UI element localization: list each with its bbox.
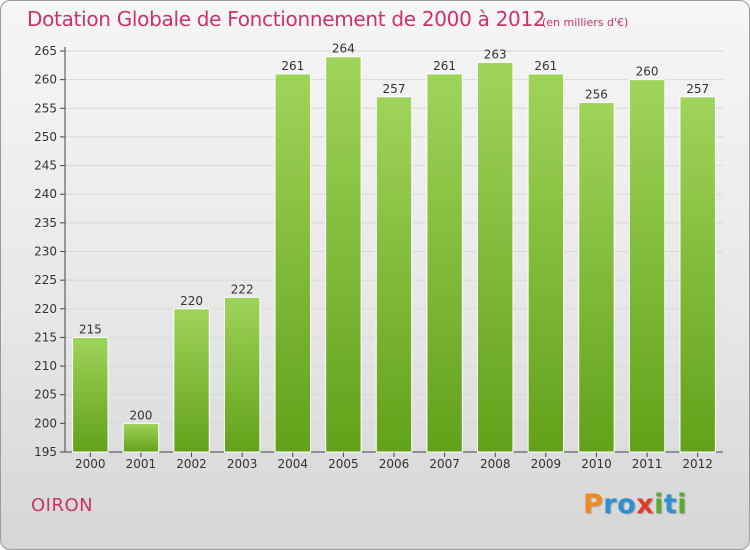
x-tick-label: 2009	[531, 457, 562, 471]
bar	[122, 422, 160, 453]
bar	[578, 102, 615, 453]
logo-letter: i	[654, 489, 664, 520]
y-tick-label: 255	[34, 101, 57, 115]
y-tick-label: 205	[34, 388, 57, 402]
axes: 195 200 205 210 215 220 225 230 235 240 245 250 255 2…	[34, 44, 723, 471]
x-tick-label: 2006	[379, 457, 410, 471]
x-tick-label: 2008	[480, 457, 511, 471]
data-label: 220	[180, 294, 203, 308]
x-tick-label: 2010	[581, 457, 612, 471]
y-tick-label: 250	[34, 130, 57, 144]
y-tick-label: 235	[34, 216, 57, 230]
bars	[72, 56, 716, 453]
bar	[375, 96, 413, 453]
y-tick-label: 245	[34, 159, 57, 173]
data-label: 200	[129, 408, 152, 422]
data-label: 261	[433, 59, 456, 73]
data-label: 261	[534, 59, 557, 73]
y-tick-label: 260	[34, 73, 57, 87]
commune-name: OIRON	[31, 495, 94, 516]
logo-letter: x	[636, 489, 655, 520]
logo-letter: i	[677, 489, 688, 520]
x-tick-label: 2002	[176, 457, 207, 471]
data-label: 257	[383, 82, 406, 96]
data-label: 222	[231, 282, 254, 296]
bar	[679, 96, 716, 453]
x-tick-label: 2003	[227, 457, 258, 471]
x-tick-label: 2004	[277, 457, 308, 471]
y-tick-label: 220	[34, 302, 57, 316]
logo-letter: t	[663, 489, 678, 520]
y-tick-label: 215	[34, 330, 57, 344]
x-tick-label: 2012	[682, 457, 713, 471]
y-tick-label: 230	[34, 245, 57, 259]
proxiti-logo: Proxiti	[583, 489, 687, 520]
bar	[477, 61, 514, 453]
bar	[628, 79, 666, 453]
data-label: 215	[79, 322, 102, 336]
y-tick-label: 195	[34, 445, 57, 459]
bar	[72, 336, 109, 453]
logo-letter: o	[617, 489, 637, 520]
bar	[274, 73, 311, 453]
data-label: 261	[281, 59, 304, 73]
y-tick-label: 200	[34, 416, 57, 430]
data-label: 264	[332, 42, 355, 56]
logo-letter: P	[583, 489, 604, 520]
x-tick-label: 2000	[75, 457, 106, 471]
logo-letter: r	[603, 489, 618, 520]
x-tick-label: 2007	[429, 457, 460, 471]
y-tick-label: 265	[34, 44, 57, 58]
x-tick-label: 2011	[632, 457, 663, 471]
unit-note: (en milliers d'€)	[542, 16, 629, 29]
x-tick-label: 2005	[328, 457, 359, 471]
data-label: 257	[686, 82, 709, 96]
bar	[223, 296, 261, 453]
y-tick-label: 225	[34, 273, 57, 287]
y-tick-label: 240	[34, 187, 57, 201]
x-tick-label: 2001	[126, 457, 157, 471]
chart-title: Dotation Globale de Fonctionnement de 20…	[27, 7, 546, 31]
data-labels: 215 200 220 222 261 264 257 261 263 261 256 260 257	[79, 42, 709, 423]
bar	[325, 56, 362, 453]
bar	[527, 73, 565, 453]
data-label: 263	[484, 47, 507, 61]
data-label: 256	[585, 88, 608, 102]
bar	[173, 308, 210, 453]
bar	[426, 73, 463, 453]
y-tick-label: 210	[34, 359, 57, 373]
data-label: 260	[636, 65, 659, 79]
